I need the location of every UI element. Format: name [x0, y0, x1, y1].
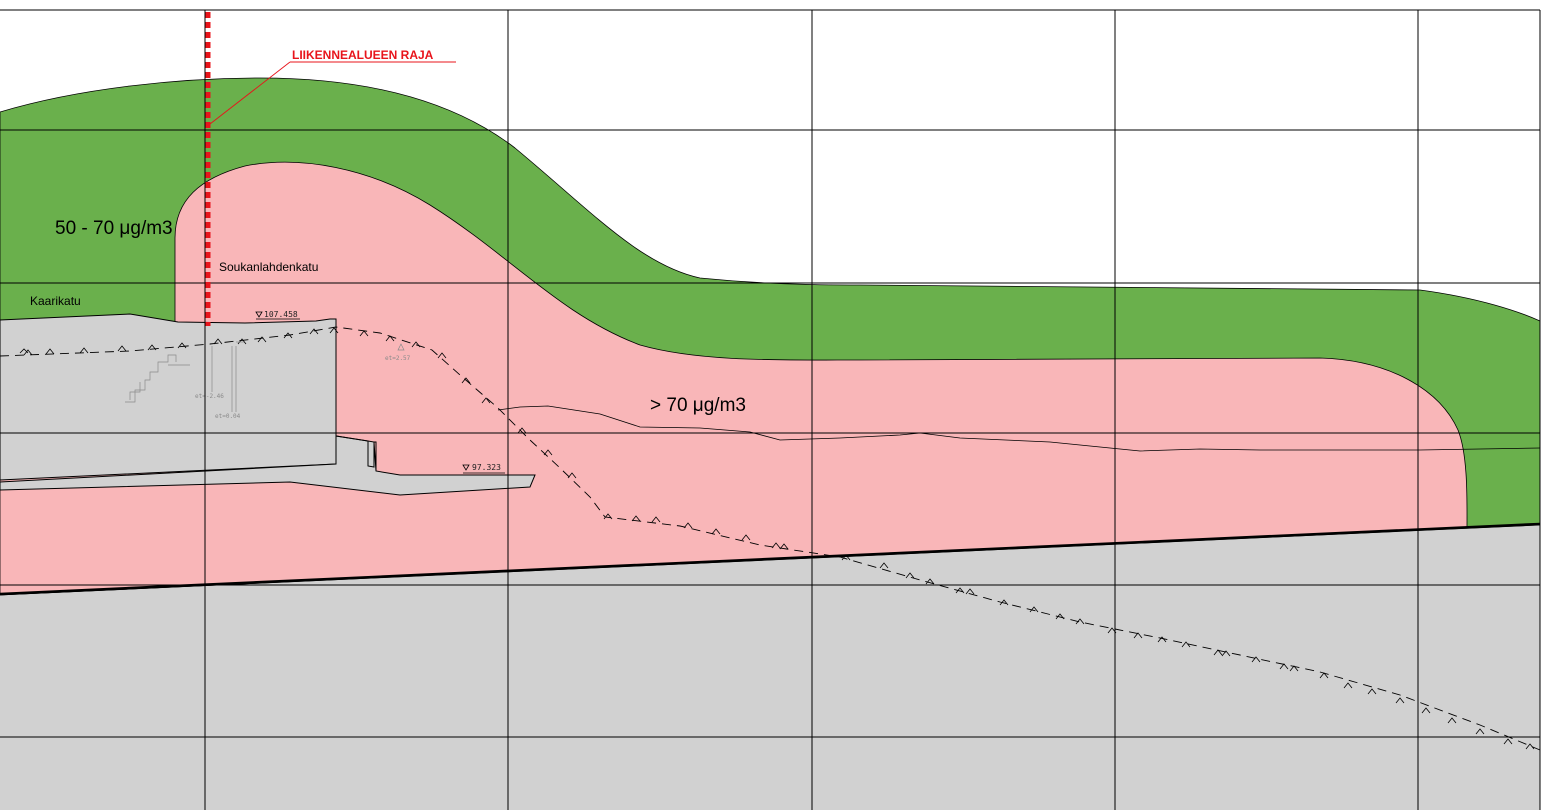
- street-label-kaarikatu: Kaarikatu: [30, 294, 81, 308]
- slope-line: [0, 326, 1541, 751]
- grid: [0, 9, 1541, 810]
- annotation-et-3: et=2.57: [385, 355, 411, 362]
- elevation-marker-bottom: 97.323: [462, 463, 505, 474]
- boundary-leader-line: [209, 61, 291, 125]
- annotation-et-2: et=0.04: [215, 413, 241, 420]
- traffic-area-boundary-label: LIIKENNEALUEEN RAJA: [292, 48, 434, 62]
- zone-over-70-label: > 70 μg/m3: [650, 395, 746, 416]
- road-embankment: [0, 313, 337, 481]
- contour-line: [497, 405, 1541, 452]
- zone-50-70-label: 50 - 70 μg/m3: [55, 218, 173, 239]
- elevation-marker-top: 107.458: [255, 310, 300, 320]
- elevation-bottom-label: 97.323: [472, 463, 501, 472]
- street-label-soukanlahdenkatu: Soukanlahdenkatu: [219, 260, 318, 274]
- slope-tick-marks: [23, 327, 1535, 750]
- platform-edge: [335, 435, 377, 471]
- ground-area: [0, 525, 1540, 810]
- elevation-top-label: 107.458: [264, 310, 298, 319]
- terrain-line: [0, 522, 1541, 596]
- annotation-et-1: et=-2.46: [195, 393, 224, 400]
